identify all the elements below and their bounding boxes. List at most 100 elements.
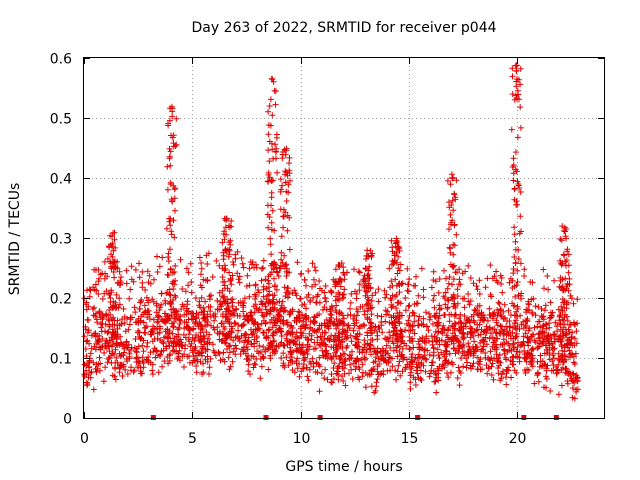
data-point bbox=[172, 143, 179, 149]
data-point bbox=[268, 189, 275, 196]
data-point bbox=[513, 317, 519, 324]
data-point bbox=[409, 338, 416, 345]
data-point bbox=[511, 224, 518, 231]
data-point bbox=[355, 268, 362, 275]
data-point bbox=[300, 357, 307, 364]
data-point bbox=[218, 320, 225, 327]
data-point bbox=[165, 250, 172, 257]
data-point bbox=[476, 277, 483, 284]
data-point bbox=[449, 330, 456, 337]
data-point bbox=[293, 347, 300, 354]
data-point bbox=[93, 287, 100, 294]
data-point bbox=[347, 305, 353, 312]
data-point bbox=[123, 280, 130, 287]
data-point bbox=[335, 363, 342, 370]
data-point bbox=[410, 344, 417, 351]
data-point bbox=[204, 261, 211, 267]
data-point bbox=[121, 320, 128, 326]
data-point bbox=[277, 176, 284, 183]
data-point bbox=[509, 329, 516, 336]
data-point bbox=[503, 374, 509, 381]
data-point bbox=[349, 376, 356, 382]
data-point bbox=[362, 356, 368, 363]
data-point bbox=[369, 337, 376, 343]
data-point bbox=[244, 272, 251, 279]
data-point bbox=[394, 270, 401, 277]
data-point bbox=[109, 233, 115, 240]
data-point bbox=[354, 355, 361, 362]
data-point bbox=[318, 322, 325, 329]
data-point bbox=[206, 371, 212, 377]
data-point bbox=[265, 122, 272, 129]
data-point bbox=[303, 364, 310, 371]
data-point bbox=[116, 295, 123, 302]
data-point bbox=[321, 375, 328, 382]
data-point bbox=[428, 362, 435, 369]
data-point bbox=[451, 190, 458, 197]
data-point bbox=[273, 148, 280, 155]
data-point bbox=[207, 355, 214, 362]
data-point bbox=[317, 333, 324, 340]
data-point bbox=[524, 334, 531, 341]
data-point bbox=[208, 322, 214, 329]
data-point bbox=[442, 289, 449, 296]
data-point bbox=[546, 356, 553, 363]
data-point bbox=[330, 376, 337, 382]
data-point bbox=[350, 327, 357, 334]
data-point bbox=[459, 270, 466, 277]
data-point bbox=[273, 322, 280, 329]
data-point bbox=[262, 303, 269, 310]
data-point bbox=[557, 260, 564, 267]
data-point bbox=[417, 375, 424, 382]
data-point bbox=[484, 370, 491, 377]
data-point bbox=[376, 325, 383, 332]
data-point bbox=[450, 276, 457, 283]
data-point bbox=[293, 360, 300, 367]
data-point bbox=[286, 214, 293, 221]
data-point bbox=[265, 345, 272, 351]
data-point bbox=[260, 343, 267, 350]
data-point bbox=[435, 289, 442, 296]
data-point bbox=[158, 290, 165, 297]
data-point bbox=[295, 313, 302, 319]
data-point bbox=[219, 293, 226, 300]
data-point bbox=[167, 246, 173, 253]
data-point bbox=[270, 155, 277, 162]
data-point bbox=[177, 313, 184, 320]
data-point bbox=[515, 256, 522, 262]
data-point bbox=[258, 277, 265, 284]
data-point bbox=[394, 368, 401, 375]
data-point bbox=[526, 307, 533, 314]
data-point bbox=[195, 334, 202, 341]
data-point bbox=[450, 207, 457, 214]
data-point bbox=[493, 351, 500, 358]
data-point bbox=[411, 301, 418, 308]
data-point bbox=[361, 311, 368, 318]
data-point bbox=[128, 367, 134, 374]
data-point bbox=[219, 239, 226, 246]
data-point bbox=[367, 325, 374, 332]
data-point bbox=[169, 330, 176, 337]
data-point bbox=[192, 335, 198, 342]
data-point bbox=[513, 308, 520, 315]
data-point bbox=[268, 251, 275, 258]
data-point bbox=[169, 105, 175, 112]
data-gap-marker bbox=[415, 415, 421, 420]
data-point bbox=[169, 347, 176, 354]
data-point bbox=[559, 352, 566, 359]
data-point bbox=[149, 338, 156, 345]
data-point bbox=[451, 242, 458, 249]
data-point bbox=[495, 370, 502, 377]
x-tick-label: 15 bbox=[401, 431, 419, 447]
data-point bbox=[368, 311, 375, 318]
data-point bbox=[454, 286, 461, 293]
data-point bbox=[490, 339, 497, 346]
data-point bbox=[293, 292, 300, 299]
data-point bbox=[529, 331, 536, 338]
data-point bbox=[405, 303, 412, 310]
data-point bbox=[431, 312, 438, 319]
data-point bbox=[332, 266, 339, 273]
data-point bbox=[85, 327, 92, 334]
data-point bbox=[309, 260, 316, 267]
data-point bbox=[128, 263, 135, 270]
